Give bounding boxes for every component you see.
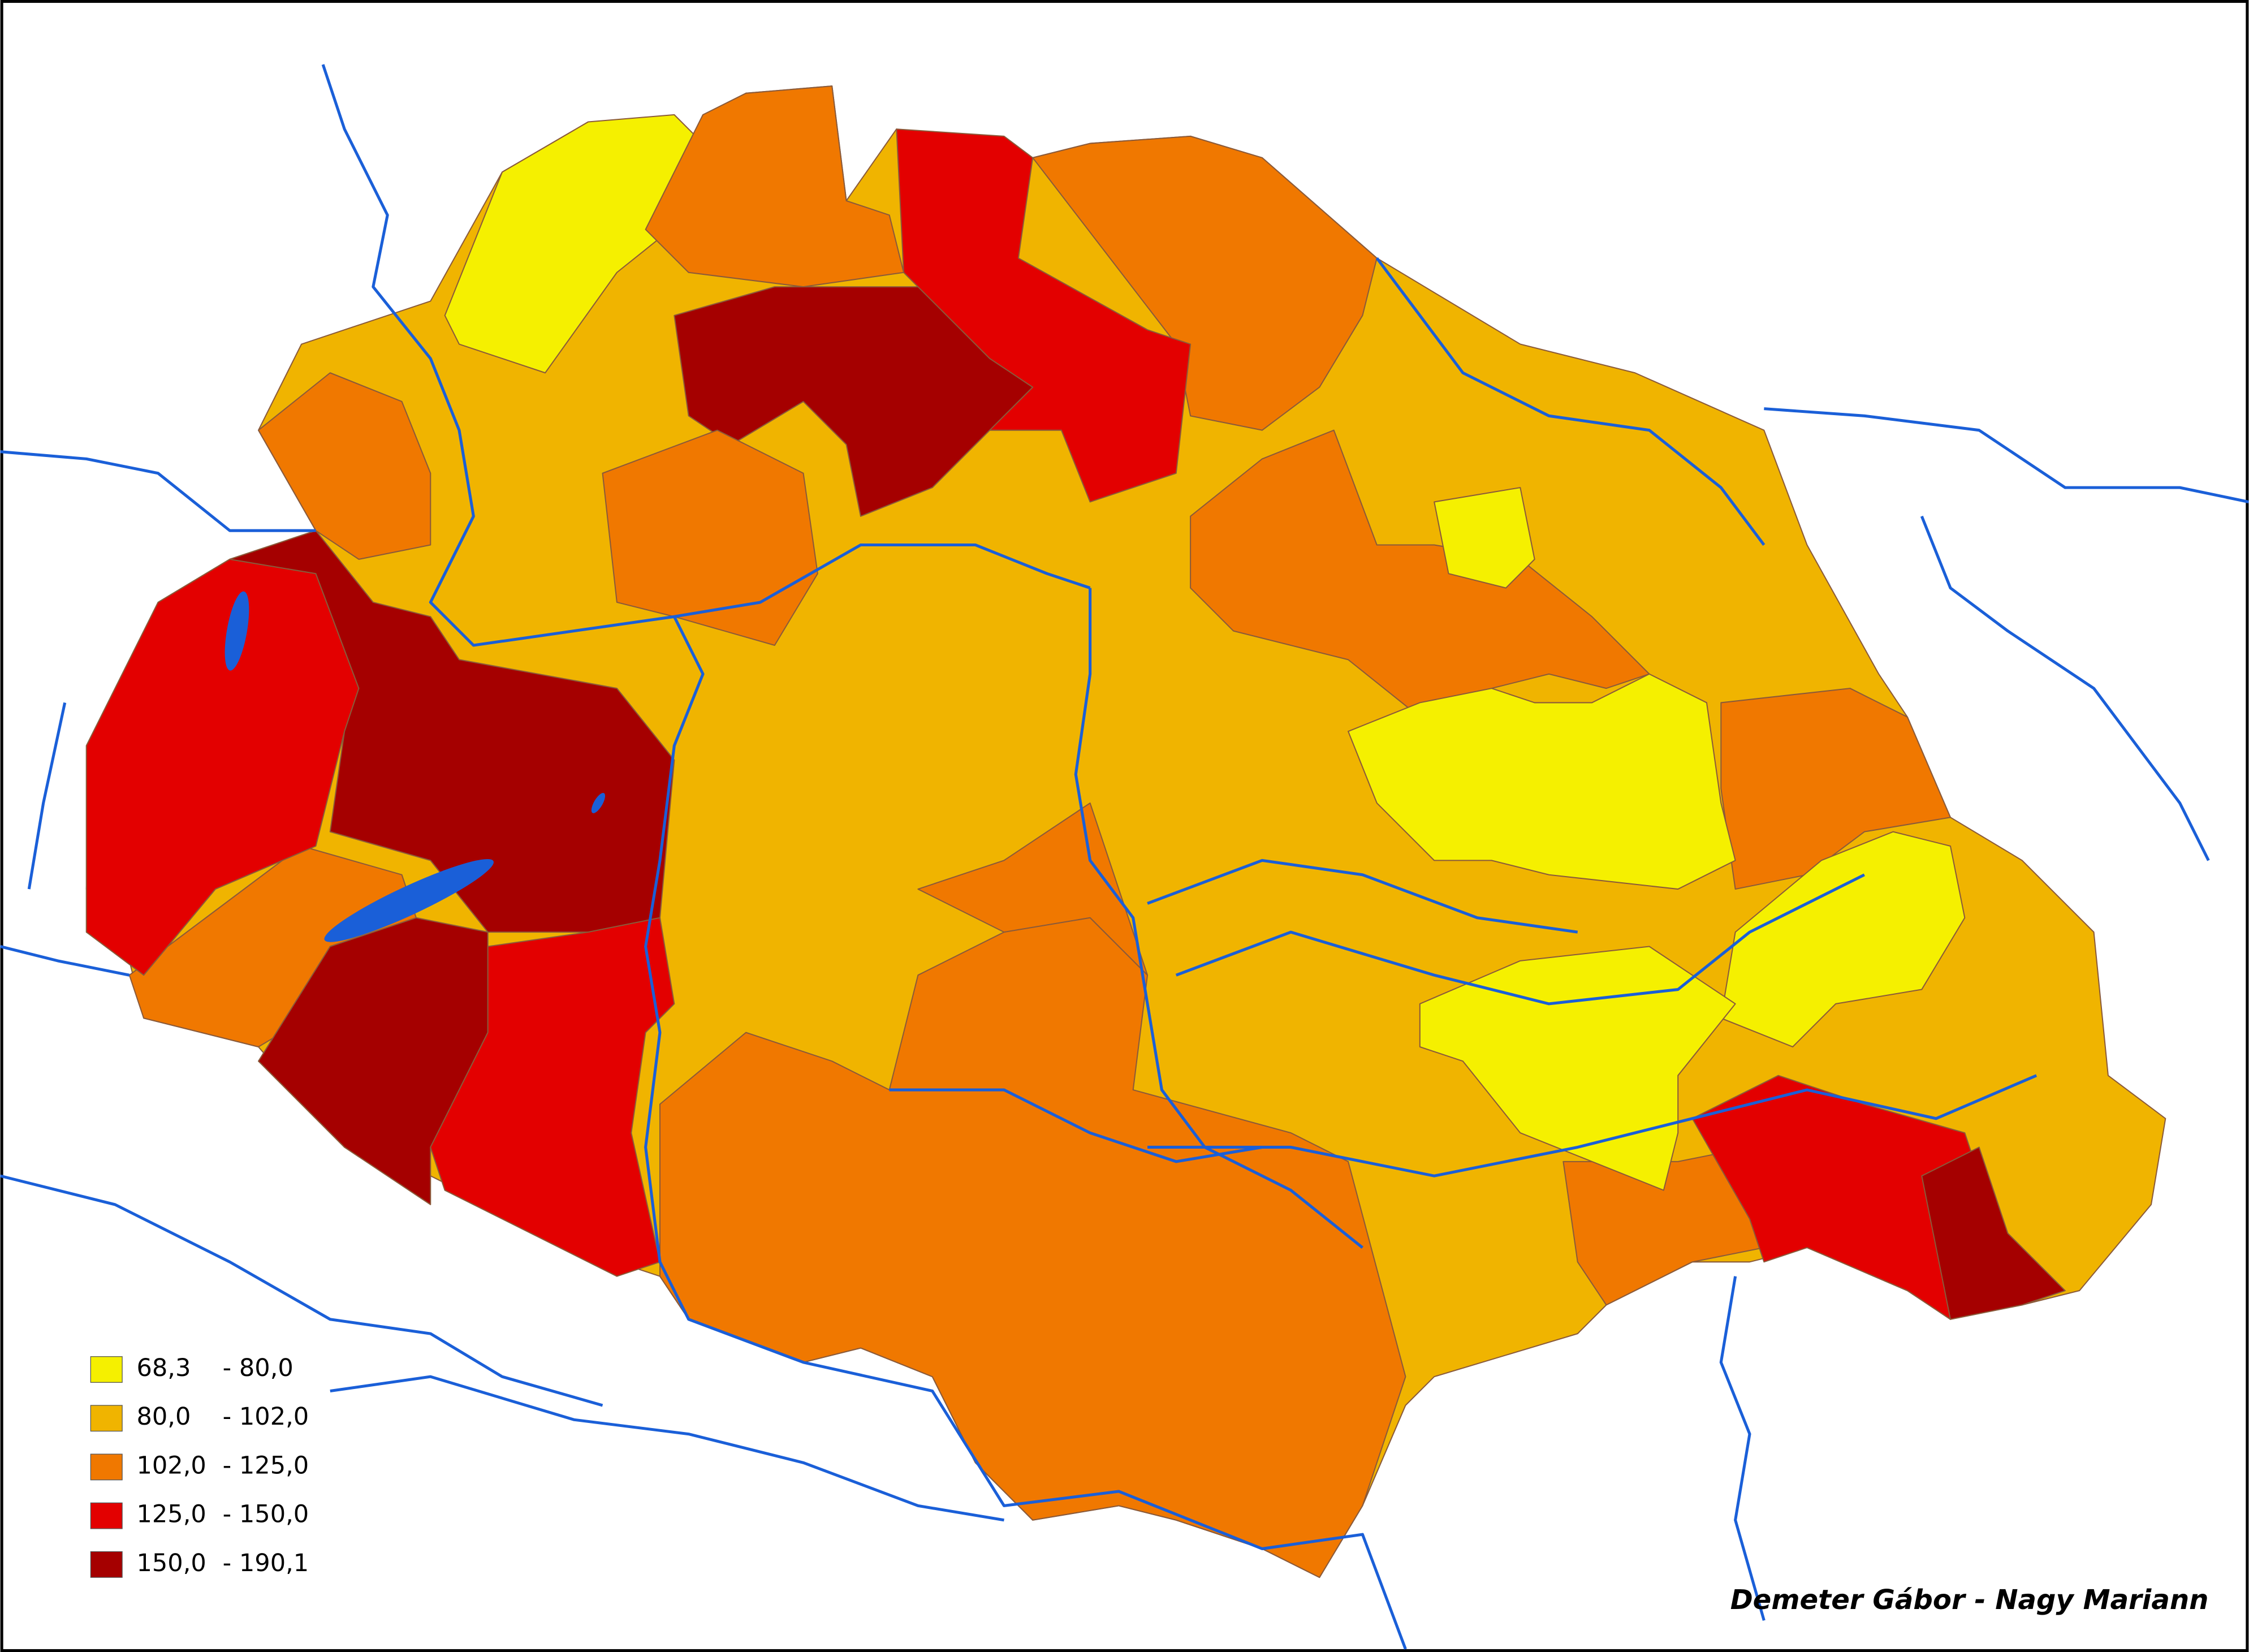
river — [1147, 1074, 2038, 1177]
region — [257, 372, 431, 560]
rivers — [0, 64, 2249, 1650]
legend-from: 125,0 — [136, 1500, 206, 1529]
credit: Demeter Gábor - Nagy Mariann — [1730, 1584, 2209, 1616]
region — [1434, 487, 1535, 589]
legend-swatch — [90, 1405, 123, 1432]
river — [1175, 873, 1865, 1006]
legend-to: - 102,0 — [223, 1403, 309, 1431]
regions — [85, 85, 2166, 1578]
legend-from: 80,0 — [136, 1403, 191, 1431]
region — [430, 917, 675, 1277]
river — [644, 616, 1407, 1650]
legend-to: - 190,1 — [223, 1549, 309, 1577]
legend-to: - 125,0 — [223, 1451, 309, 1480]
region — [645, 85, 905, 288]
river — [0, 450, 316, 532]
river — [1375, 257, 1765, 546]
region — [1562, 1146, 1765, 1306]
lake — [591, 792, 606, 813]
river — [0, 1174, 603, 1407]
region — [1921, 1146, 2066, 1320]
river — [1074, 588, 1363, 1249]
legend-from: 68,3 — [136, 1354, 191, 1382]
river — [321, 64, 1091, 647]
lake — [324, 859, 494, 942]
region — [1720, 831, 1966, 1047]
river — [1764, 407, 2249, 503]
region — [1348, 673, 1736, 890]
region — [602, 429, 818, 646]
region — [1190, 429, 1650, 718]
river — [330, 1375, 1004, 1522]
river — [889, 1088, 1263, 1163]
region — [1419, 946, 1736, 1191]
lake — [225, 591, 249, 671]
river — [1147, 859, 1578, 934]
legend-from: 102,0 — [136, 1451, 206, 1480]
river — [1719, 1276, 1765, 1621]
region — [659, 917, 1406, 1578]
legend-swatch — [90, 1502, 123, 1529]
legend-to: - 150,0 — [223, 1500, 309, 1529]
river — [0, 945, 130, 977]
legend: 68,3 - 80,0 80,0 - 102,0 102,0 - 125,0 125,0 - … — [90, 1354, 309, 1578]
legend-swatch — [90, 1551, 123, 1578]
legend-from: 150,0 — [136, 1549, 206, 1577]
legend-swatch — [90, 1453, 123, 1481]
legend-swatch — [90, 1356, 123, 1383]
legend-to: - 80,0 — [223, 1354, 293, 1382]
river — [1920, 515, 2210, 861]
river — [27, 702, 67, 890]
lakes — [225, 591, 606, 942]
